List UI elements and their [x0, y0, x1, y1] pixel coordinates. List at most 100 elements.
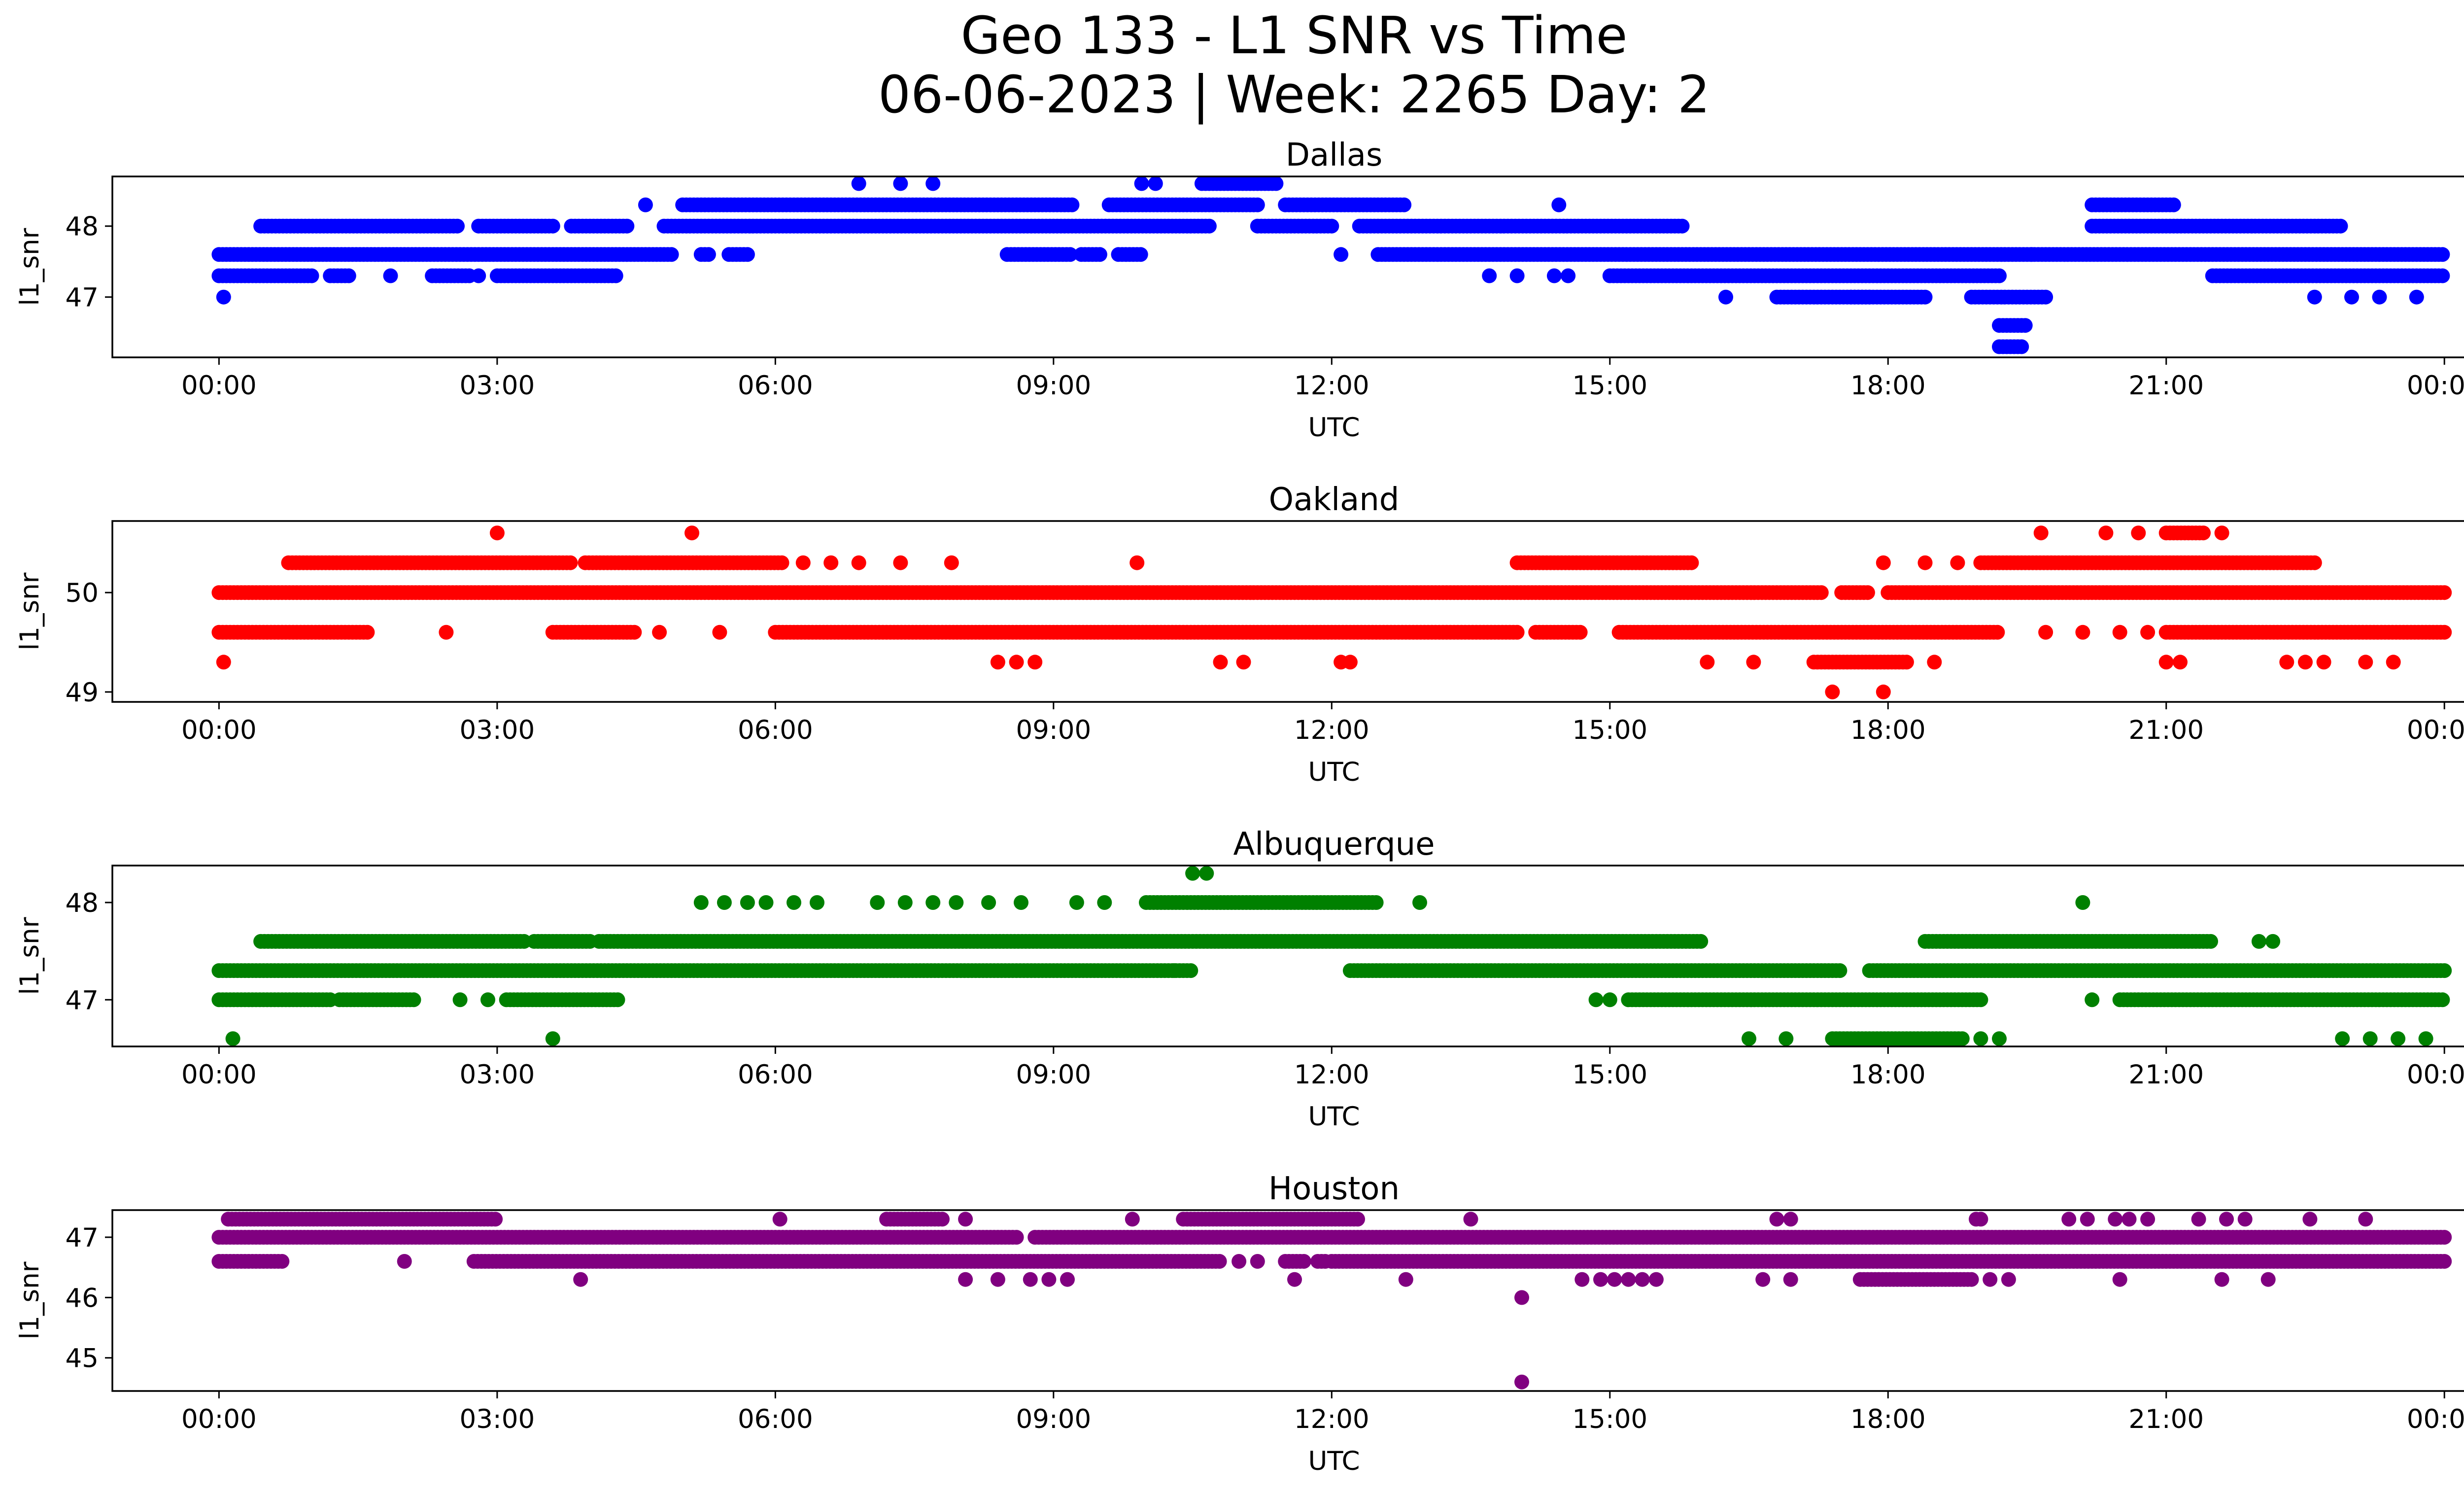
data-point	[893, 555, 908, 570]
data-point	[2333, 218, 2348, 234]
x-tick-label: 06:00	[738, 371, 813, 401]
data-point	[545, 218, 560, 234]
data-point	[1009, 655, 1024, 670]
data-point	[1992, 268, 2007, 283]
data-point	[949, 895, 964, 910]
data-point	[1927, 655, 1942, 670]
data-point	[1166, 963, 1182, 978]
data-point	[1876, 684, 1891, 699]
data-point	[2409, 289, 2424, 305]
data-point	[2251, 934, 2266, 949]
data-point	[1814, 585, 1829, 600]
data-point	[2358, 655, 2373, 670]
data-point	[216, 289, 231, 305]
x-tick-label: 00:00	[2407, 371, 2464, 401]
y-tick-label: 47	[66, 283, 99, 313]
data-point	[2335, 1031, 2350, 1046]
y-tick-label: 48	[66, 212, 99, 242]
x-tick-label: 18:00	[1850, 715, 1926, 745]
data-point	[2435, 247, 2450, 262]
x-tick-label: 03:00	[459, 1060, 535, 1090]
x-tick-label: 12:00	[1294, 371, 1369, 401]
data-point	[1482, 268, 1497, 283]
data-point	[1876, 555, 1891, 570]
figure-title-line1: Geo 133 - L1 SNR vs Time	[960, 5, 1627, 66]
data-point	[2307, 289, 2322, 305]
data-point	[1027, 655, 1043, 670]
data-point	[1064, 197, 1080, 212]
data-point	[1950, 555, 1965, 570]
data-point	[1954, 1031, 1970, 1046]
data-point	[1561, 268, 1576, 283]
data-point	[1199, 866, 1214, 881]
data-point	[2437, 1230, 2452, 1245]
data-point	[1990, 625, 2005, 640]
data-point	[360, 625, 375, 640]
x-tick-label: 15:00	[1572, 371, 1647, 401]
y-axis-label: l1_snr	[15, 572, 45, 650]
data-point	[851, 555, 866, 570]
data-point	[870, 895, 885, 910]
x-tick-label: 09:00	[1016, 371, 1091, 401]
data-point	[1684, 555, 1699, 570]
data-point	[2112, 625, 2127, 640]
data-point	[1832, 963, 1848, 978]
subplot-title: Albuquerque	[1233, 826, 1435, 863]
data-point	[810, 895, 824, 910]
data-point	[619, 218, 635, 234]
data-point	[2098, 525, 2114, 541]
x-tick-label: 06:00	[738, 1060, 813, 1090]
data-point	[1213, 655, 1228, 670]
x-tick-label: 21:00	[2128, 715, 2204, 745]
data-point	[452, 992, 468, 1008]
data-point	[1509, 268, 1525, 283]
y-axis-label: l1_snr	[15, 228, 45, 306]
data-point	[2075, 625, 2090, 640]
data-point	[2166, 197, 2181, 212]
data-point	[701, 247, 716, 262]
scatter-points	[211, 525, 2452, 699]
data-point	[2203, 934, 2218, 949]
data-point	[383, 268, 398, 283]
data-point	[1009, 1230, 1024, 1245]
data-point	[471, 268, 486, 283]
x-tick-label: 03:00	[459, 715, 535, 745]
data-point	[341, 268, 356, 283]
data-point	[2214, 525, 2229, 541]
data-point	[1917, 555, 1933, 570]
data-point	[925, 895, 941, 910]
data-point	[225, 1031, 240, 1046]
data-point	[1588, 992, 1604, 1008]
x-tick-label: 12:00	[1294, 1060, 1369, 1090]
x-tick-label: 00:00	[181, 371, 257, 401]
x-axis-label: UTC	[1308, 413, 1360, 443]
data-point	[1250, 197, 1265, 212]
data-point	[1097, 895, 1112, 910]
y-axis-label: l1_snr	[15, 917, 45, 995]
x-tick-label: 18:00	[1850, 1060, 1926, 1090]
x-tick-label: 00:00	[181, 1060, 257, 1090]
data-point	[1268, 176, 1284, 191]
x-tick-label: 09:00	[1016, 1060, 1091, 1090]
data-point	[610, 992, 625, 1008]
data-point	[823, 555, 839, 570]
data-point	[1183, 963, 1198, 978]
data-point	[489, 525, 505, 541]
data-point	[774, 555, 789, 570]
subplot-title: Oakland	[1269, 482, 1400, 518]
data-point	[1133, 247, 1148, 262]
data-point	[1509, 625, 1525, 640]
data-point	[1602, 992, 1617, 1008]
x-tick-label: 00:00	[181, 715, 257, 745]
data-point	[664, 247, 679, 262]
x-tick-label: 03:00	[459, 371, 535, 401]
data-point	[2140, 625, 2156, 640]
data-point	[1134, 176, 1149, 191]
data-point	[2435, 992, 2450, 1008]
data-point	[712, 625, 727, 640]
data-point	[608, 268, 623, 283]
data-point	[1899, 655, 1914, 670]
data-point	[545, 1031, 560, 1046]
data-point	[1324, 218, 1339, 234]
